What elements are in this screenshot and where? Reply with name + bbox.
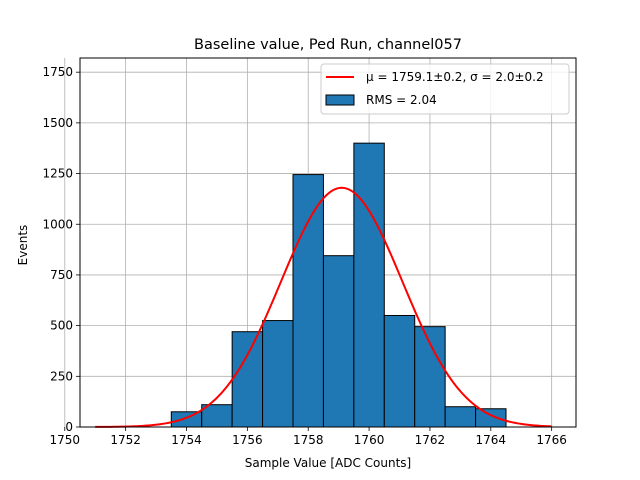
histogram-bar — [231, 331, 264, 428]
x-tick-label: 1758 — [293, 433, 324, 447]
legend-fit-label: μ = 1759.1±0.2, σ = 2.0±0.2 — [366, 70, 544, 84]
x-tick-label: 1750 — [50, 433, 81, 447]
y-tick-label: 0 — [65, 420, 73, 434]
histogram-bar — [444, 406, 477, 428]
y-axis-ticks: 0 250 500 750 1000 1250 1500 1750 — [42, 65, 80, 434]
histogram-bar — [414, 326, 446, 428]
histogram-bar — [322, 255, 355, 428]
chart-title: Baseline value, Ped Run, channel057 — [194, 37, 462, 53]
x-axis-ticks: 1750 1752 1754 1756 1758 1760 1762 1764 1766 — [50, 427, 567, 447]
histogram-bar — [353, 142, 385, 428]
legend: μ = 1759.1±0.2, σ = 2.0±0.2 RMS = 2.04 — [320, 63, 570, 115]
legend-box — [320, 63, 570, 115]
x-tick-label: 1766 — [536, 433, 567, 447]
y-tick-label: 500 — [50, 319, 73, 333]
x-tick-label: 1762 — [415, 433, 446, 447]
y-tick-label: 1500 — [42, 116, 73, 130]
histogram-bar — [292, 174, 324, 428]
y-tick-label: 750 — [50, 268, 73, 282]
x-tick-label: 1760 — [354, 433, 385, 447]
y-tick-label: 250 — [50, 369, 73, 383]
fit-curve — [95, 186, 552, 428]
x-tick-label: 1756 — [232, 433, 263, 447]
y-tick-label: 1000 — [42, 217, 73, 231]
histogram-bar — [383, 314, 416, 428]
legend-hist-label: RMS = 2.04 — [366, 93, 437, 107]
gaussian-fit — [95, 186, 552, 428]
x-tick-label: 1752 — [110, 433, 141, 447]
y-tick-label: 1250 — [42, 167, 73, 181]
y-axis-label: Events — [16, 225, 30, 266]
axes-frame — [79, 57, 577, 428]
x-tick-label: 1754 — [171, 433, 202, 447]
x-tick-label: 1764 — [476, 433, 507, 447]
histogram-bar — [170, 411, 203, 428]
y-tick-label: 1750 — [42, 65, 73, 79]
histogram-bar — [262, 320, 294, 428]
legend-hist-swatch — [325, 94, 355, 106]
x-axis-label: Sample Value [ADC Counts] — [245, 456, 411, 470]
histogram-bar — [475, 408, 507, 428]
